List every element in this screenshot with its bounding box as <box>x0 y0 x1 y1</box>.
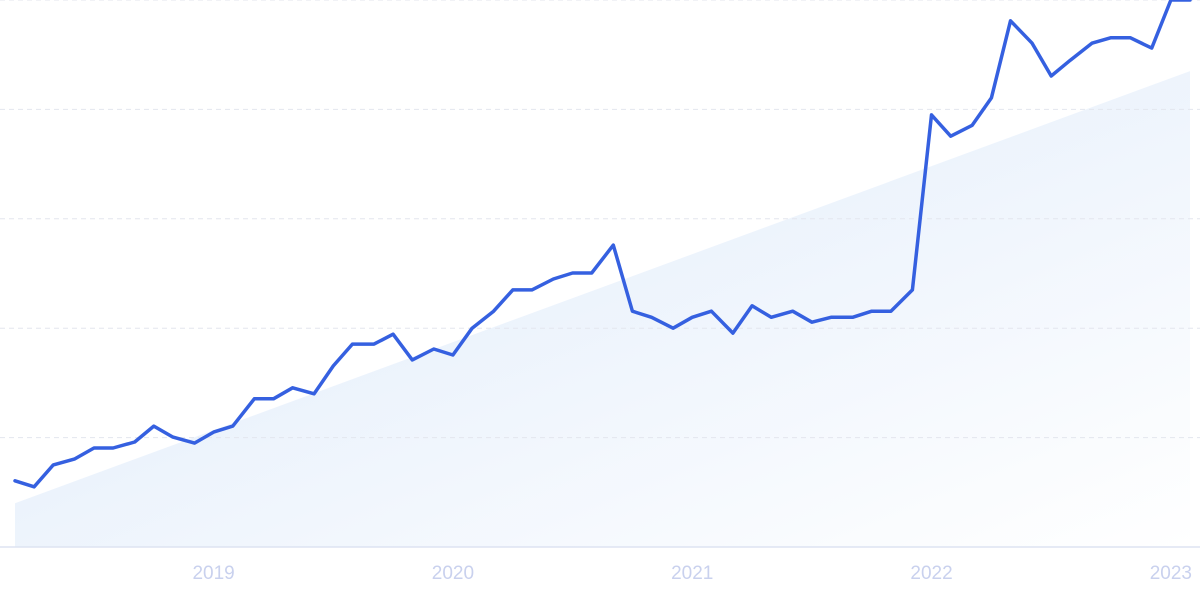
x-tick-label: 2023 <box>1150 563 1192 584</box>
trend-area <box>15 71 1190 548</box>
x-tick-label: 2022 <box>910 563 952 584</box>
x-tick-label: 2021 <box>671 563 713 584</box>
x-tick-label: 2020 <box>432 563 474 584</box>
trend-line <box>13 0 1192 489</box>
x-tick-label: 2019 <box>192 563 234 584</box>
